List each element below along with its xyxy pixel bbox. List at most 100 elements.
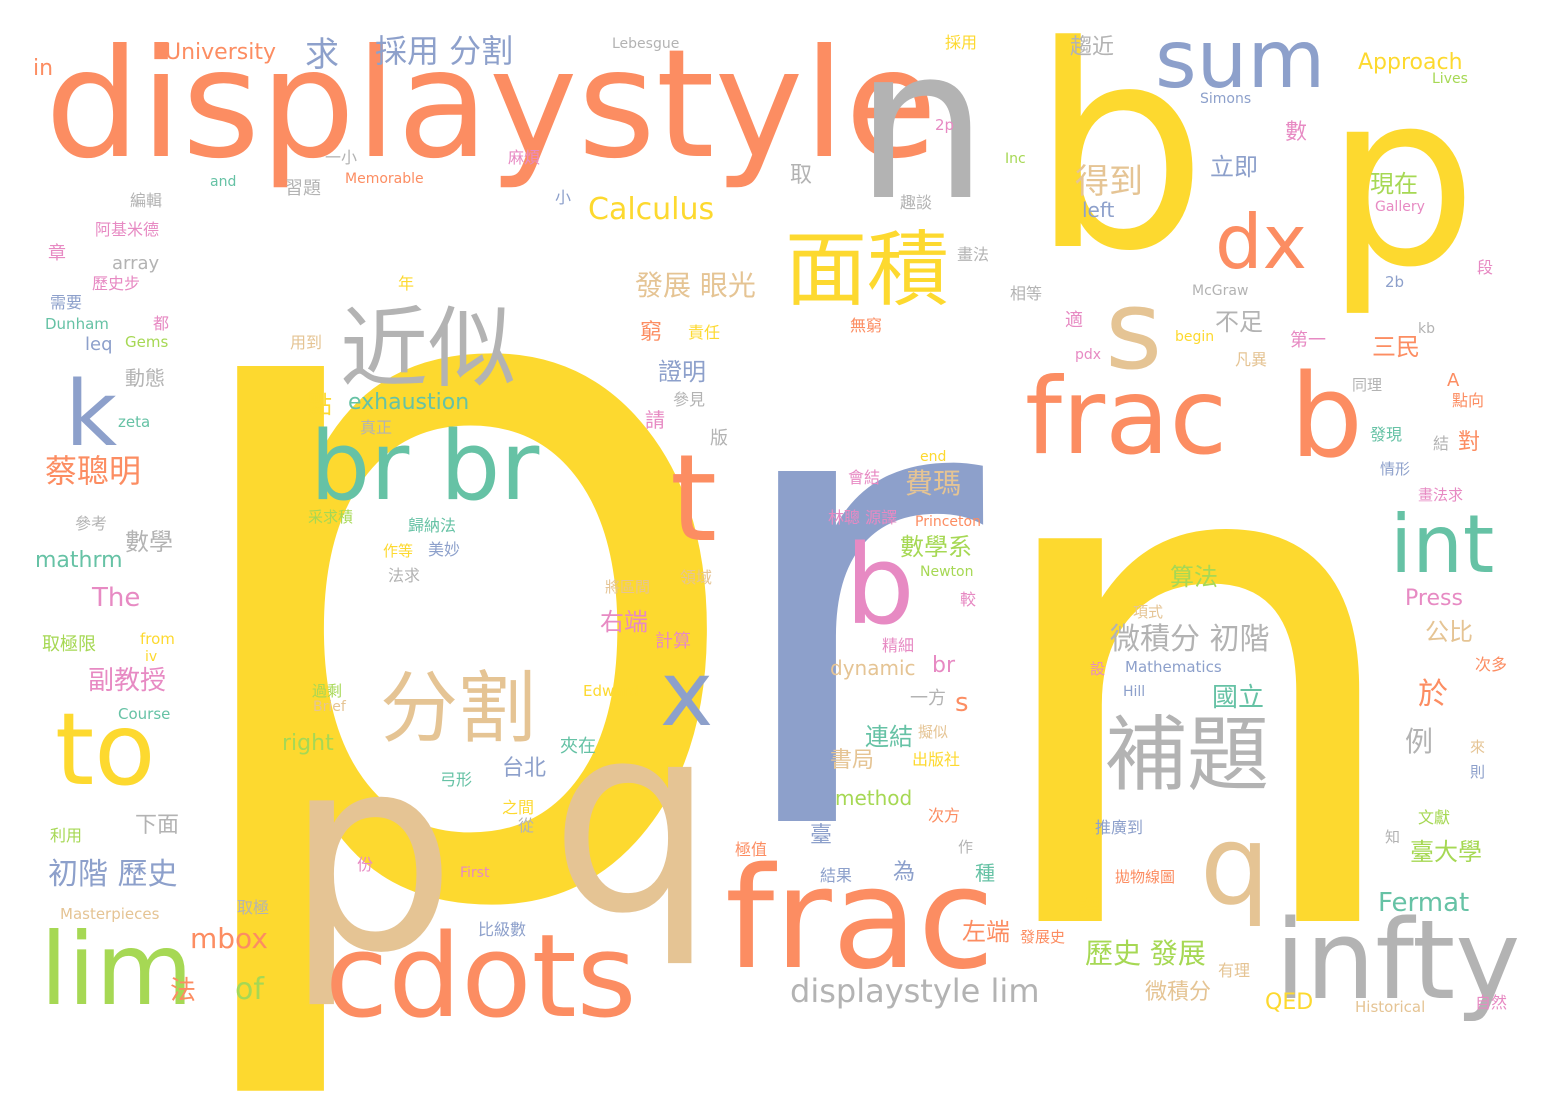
word-47: in <box>33 56 54 81</box>
word-82: Lives <box>1432 71 1468 87</box>
word-98: Masterpieces <box>60 905 160 923</box>
word-140: 結 <box>1433 434 1450 453</box>
word-71: 於 <box>1418 677 1448 712</box>
word-120: 取 <box>790 163 813 188</box>
word-7: sum <box>1155 13 1326 106</box>
word-63: 副教授 <box>88 666 167 696</box>
word-129: 小 <box>555 188 572 207</box>
word-192: 有理 <box>1218 961 1251 980</box>
word-175: 從 <box>518 816 535 835</box>
word-111: s <box>955 688 969 718</box>
word-156: 作等 <box>383 542 414 560</box>
word-179: 則 <box>1470 763 1486 781</box>
word-100: from <box>140 630 175 648</box>
word-130: 畫法 <box>957 245 990 264</box>
word-44: Press <box>1405 586 1463 611</box>
word-195: 取極 <box>237 898 270 917</box>
word-41: method <box>835 786 913 810</box>
word-73: 數學 <box>125 528 173 556</box>
word-147: 窮 <box>640 320 663 345</box>
word-196: 比級數 <box>478 920 527 939</box>
word-10: frac <box>725 838 995 1001</box>
word-26: b <box>845 521 915 649</box>
word-24: t <box>670 430 718 569</box>
word-11: cdots <box>325 910 637 1044</box>
word-60: 數學系 <box>900 533 972 561</box>
word-139: 對 <box>1458 430 1481 455</box>
word-25: k <box>65 362 118 467</box>
word-144: 用到 <box>290 333 323 352</box>
word-180: 文獻 <box>1418 808 1451 827</box>
word-70: 台北 <box>502 756 547 781</box>
word-22: to <box>55 691 156 808</box>
word-45: QED <box>1265 990 1314 1015</box>
word-168: 一方 <box>910 688 946 709</box>
word-59: 費瑪 <box>905 467 962 500</box>
word-58: 微積分 <box>1145 980 1212 1005</box>
word-113: Hill <box>1123 684 1146 700</box>
word-109: A <box>1447 370 1460 391</box>
word-112: iv <box>145 649 158 665</box>
word-186: 作 <box>958 838 974 856</box>
word-115: 採用 <box>945 33 978 52</box>
word-55: 微積分 初階 <box>1110 622 1270 657</box>
word-194: 份 <box>357 855 374 874</box>
word-142: 畫法求 <box>1418 486 1464 504</box>
word-118: 一小 <box>325 148 358 167</box>
word-95: Course <box>118 705 171 723</box>
word-12: infty <box>1275 896 1521 1024</box>
word-101: and <box>210 174 237 190</box>
word-61: 三民 <box>1372 333 1420 361</box>
word-72: 例 <box>1405 725 1434 758</box>
word-137: 點向 <box>1452 391 1485 410</box>
word-114: 趨近 <box>1070 35 1115 60</box>
word-2: r <box>720 227 984 972</box>
word-105: pdx <box>1075 347 1102 363</box>
word-35: exhaustion <box>348 390 470 415</box>
word-162: 計算 <box>655 631 691 652</box>
word-127: 年 <box>398 274 415 293</box>
word-117: 麻煩 <box>508 148 541 167</box>
word-31: displaystyle lim <box>790 972 1040 1010</box>
word-172: 弓形 <box>440 770 473 789</box>
word-53: 蔡聰明 <box>45 452 142 490</box>
word-134: 凡異 <box>1235 350 1268 369</box>
word-13: frac <box>1025 356 1228 478</box>
word-3: displaystyle <box>45 18 938 192</box>
word-189: 拋物線圖 <box>1115 868 1176 886</box>
word-88: leq <box>85 334 113 355</box>
word-164: 項式 <box>1133 603 1164 621</box>
word-157: 美妙 <box>428 540 461 559</box>
word-159: 參考 <box>75 514 108 533</box>
word-33: University <box>165 40 276 65</box>
word-155: 歸納法 <box>408 516 457 535</box>
word-174: 之間 <box>502 798 535 817</box>
word-6: p <box>1325 40 1478 320</box>
word-78: 下面 <box>135 813 180 838</box>
word-184: 為 <box>893 860 916 885</box>
word-67: 書局 <box>830 748 875 773</box>
word-5: b <box>1030 0 1208 313</box>
word-15: br <box>310 412 410 522</box>
word-96: Brief <box>313 699 346 715</box>
word-52: 現在 <box>1370 170 1418 198</box>
word-91: Princeton <box>915 514 981 530</box>
word-0: p <box>150 1 760 1118</box>
word-92: Newton <box>920 564 974 580</box>
word-14: b <box>1290 350 1363 484</box>
word-150: 版 <box>710 428 728 449</box>
word-74: 不足 <box>1215 308 1263 336</box>
word-85: Memorable <box>345 171 424 187</box>
word-136: 同理 <box>1352 376 1383 394</box>
word-79: 公比 <box>1425 618 1473 646</box>
word-75: 證明 <box>658 358 706 386</box>
word-64: 右端 <box>600 608 648 636</box>
word-169: 擬似 <box>918 723 949 741</box>
word-19: 補題 <box>1105 708 1270 803</box>
word-167: 過剩 <box>312 682 343 700</box>
word-153: 林聰 源譯 <box>828 508 898 527</box>
word-40: dynamic <box>830 656 916 680</box>
word-143: 動態 <box>125 366 165 390</box>
word-21: int <box>1390 498 1495 591</box>
word-124: 章 <box>48 243 66 264</box>
